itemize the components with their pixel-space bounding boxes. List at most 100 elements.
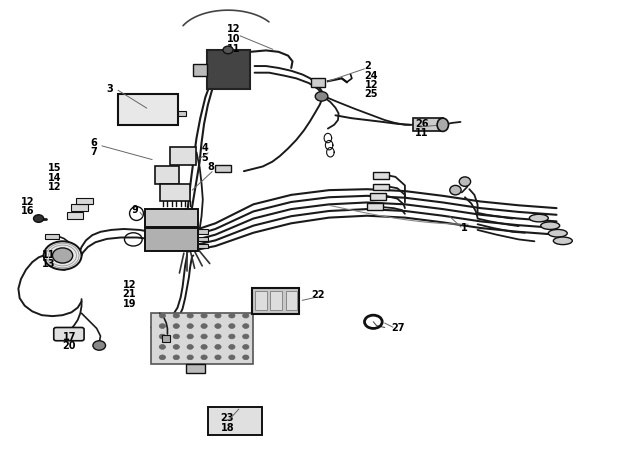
Text: 16: 16 — [21, 206, 34, 216]
Ellipse shape — [450, 185, 461, 195]
Circle shape — [187, 344, 193, 349]
Text: 21: 21 — [123, 289, 136, 299]
FancyBboxPatch shape — [192, 64, 206, 76]
FancyBboxPatch shape — [185, 364, 204, 373]
Circle shape — [53, 248, 73, 263]
Circle shape — [229, 355, 235, 360]
Ellipse shape — [553, 237, 572, 245]
Text: 2: 2 — [365, 61, 371, 71]
Circle shape — [215, 323, 221, 328]
FancyBboxPatch shape — [198, 244, 208, 248]
Text: 25: 25 — [365, 89, 378, 99]
Text: 13: 13 — [42, 259, 55, 269]
Text: 23: 23 — [220, 413, 234, 423]
FancyBboxPatch shape — [160, 184, 190, 200]
Circle shape — [229, 314, 235, 318]
Circle shape — [187, 334, 193, 339]
Ellipse shape — [541, 222, 560, 229]
FancyBboxPatch shape — [145, 209, 198, 227]
FancyBboxPatch shape — [367, 203, 383, 210]
Circle shape — [173, 334, 179, 339]
Circle shape — [315, 92, 328, 101]
FancyBboxPatch shape — [118, 94, 177, 125]
Text: 26: 26 — [415, 119, 429, 129]
Circle shape — [229, 344, 235, 349]
Ellipse shape — [437, 118, 449, 132]
Text: 17: 17 — [63, 332, 76, 342]
FancyBboxPatch shape — [311, 78, 325, 87]
Ellipse shape — [529, 214, 548, 222]
Circle shape — [160, 334, 166, 339]
FancyBboxPatch shape — [206, 50, 249, 89]
Circle shape — [173, 344, 179, 349]
Circle shape — [215, 355, 221, 360]
Circle shape — [242, 314, 249, 318]
FancyBboxPatch shape — [373, 172, 389, 179]
FancyBboxPatch shape — [413, 118, 443, 132]
FancyBboxPatch shape — [198, 229, 208, 234]
Text: 1: 1 — [460, 223, 467, 233]
Text: 3: 3 — [107, 84, 113, 94]
Circle shape — [187, 314, 193, 318]
FancyBboxPatch shape — [177, 111, 186, 116]
FancyBboxPatch shape — [45, 234, 59, 239]
FancyBboxPatch shape — [270, 292, 282, 311]
Text: 12: 12 — [21, 197, 34, 207]
Text: 9: 9 — [132, 205, 138, 215]
Circle shape — [173, 323, 179, 328]
Circle shape — [187, 355, 193, 360]
Circle shape — [93, 341, 106, 350]
Circle shape — [160, 314, 166, 318]
FancyBboxPatch shape — [151, 314, 253, 364]
Circle shape — [223, 46, 233, 54]
Text: 12: 12 — [48, 182, 61, 192]
Text: 11: 11 — [42, 249, 55, 259]
FancyBboxPatch shape — [215, 164, 231, 172]
FancyBboxPatch shape — [77, 198, 93, 204]
FancyBboxPatch shape — [198, 237, 208, 241]
Circle shape — [242, 344, 249, 349]
Text: 18: 18 — [220, 423, 234, 433]
Circle shape — [160, 355, 166, 360]
Circle shape — [44, 241, 82, 270]
Circle shape — [242, 323, 249, 328]
Circle shape — [229, 323, 235, 328]
Text: 8: 8 — [208, 162, 215, 172]
Circle shape — [201, 355, 207, 360]
Text: 14: 14 — [48, 173, 61, 183]
FancyBboxPatch shape — [373, 183, 389, 190]
Text: 6: 6 — [91, 138, 97, 148]
FancyBboxPatch shape — [252, 288, 299, 314]
Text: 24: 24 — [365, 70, 378, 81]
FancyBboxPatch shape — [163, 335, 170, 342]
Text: 27: 27 — [391, 323, 404, 333]
Polygon shape — [208, 407, 261, 436]
Circle shape — [173, 355, 179, 360]
FancyBboxPatch shape — [155, 166, 179, 184]
Circle shape — [34, 215, 44, 222]
Circle shape — [201, 344, 207, 349]
FancyBboxPatch shape — [170, 147, 196, 165]
Circle shape — [160, 344, 166, 349]
Circle shape — [215, 344, 221, 349]
Circle shape — [201, 323, 207, 328]
Circle shape — [201, 314, 207, 318]
FancyBboxPatch shape — [67, 212, 84, 218]
Text: 11: 11 — [227, 44, 241, 54]
Text: 10: 10 — [227, 34, 241, 44]
Text: 12: 12 — [123, 280, 136, 290]
Circle shape — [242, 355, 249, 360]
Circle shape — [229, 334, 235, 339]
Circle shape — [215, 314, 221, 318]
Circle shape — [242, 334, 249, 339]
FancyBboxPatch shape — [54, 327, 84, 341]
FancyBboxPatch shape — [370, 193, 386, 200]
Ellipse shape — [548, 229, 567, 237]
Text: 22: 22 — [311, 290, 325, 300]
Circle shape — [215, 334, 221, 339]
FancyBboxPatch shape — [72, 204, 88, 211]
Text: 4: 4 — [201, 143, 208, 153]
Text: 12: 12 — [365, 80, 378, 90]
Text: 12: 12 — [227, 24, 241, 34]
Text: 19: 19 — [123, 299, 136, 309]
